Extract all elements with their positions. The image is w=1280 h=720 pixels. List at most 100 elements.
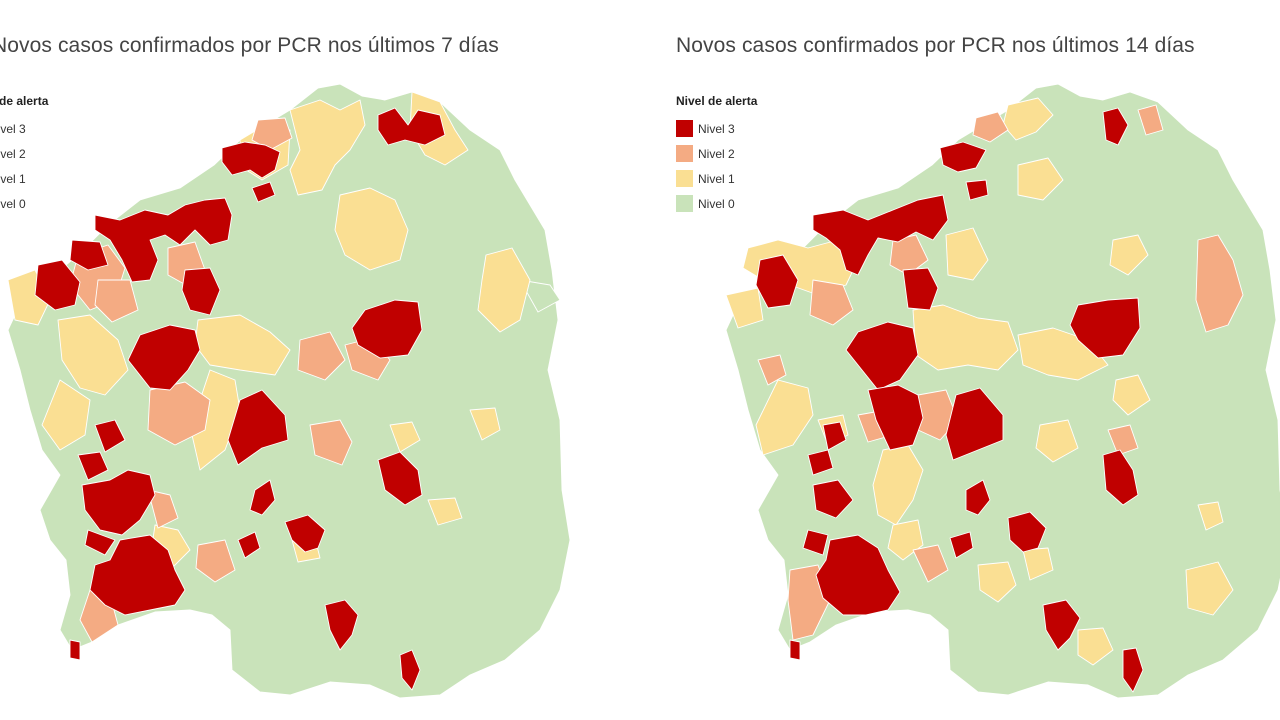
municipality-region[interactable] (725, 287, 764, 329)
municipality-region[interactable] (94, 279, 139, 323)
municipality-region[interactable] (377, 107, 446, 146)
legend-label: Nivel 3 (0, 121, 26, 136)
municipality-region[interactable] (334, 187, 409, 271)
municipality-region[interactable] (1007, 511, 1047, 553)
legend-label: Nivel 1 (698, 171, 735, 186)
municipality-region[interactable] (1022, 547, 1054, 581)
municipality-region[interactable] (127, 324, 201, 391)
municipality-region[interactable] (1195, 234, 1244, 333)
municipality-region[interactable] (237, 531, 261, 559)
municipality-region[interactable] (69, 239, 109, 271)
municipality-region[interactable] (1102, 449, 1139, 506)
municipality-region[interactable] (249, 479, 276, 516)
municipality-region[interactable] (845, 321, 919, 391)
municipality-region[interactable] (945, 227, 989, 281)
municipality-region[interactable] (324, 599, 359, 651)
municipality-region[interactable] (41, 379, 91, 451)
municipality-region[interactable] (965, 179, 989, 201)
municipality-region[interactable] (81, 469, 156, 536)
municipality-region[interactable] (309, 419, 353, 466)
municipality-region[interactable] (477, 247, 531, 333)
map-title: Novos casos confirmados por PCR nos últi… (0, 34, 499, 57)
municipality-region[interactable] (1017, 157, 1064, 201)
municipality-region[interactable] (789, 639, 801, 661)
municipality-region[interactable] (251, 117, 293, 151)
municipality-region[interactable] (1112, 374, 1151, 416)
municipality-region[interactable] (227, 389, 289, 466)
municipality-region[interactable] (89, 534, 186, 616)
municipality-region[interactable] (1035, 419, 1079, 463)
municipality-region[interactable] (945, 387, 1004, 461)
legend-label: Nivel 3 (698, 121, 735, 136)
legend-item-nivel-2: Nivel 2 (0, 141, 48, 166)
municipality-region[interactable] (912, 544, 949, 583)
map-panel-14-days: Novos casos confirmados por PCR nos últi… (640, 0, 1280, 720)
legend-label: Nivel 2 (0, 146, 26, 161)
municipality-region[interactable] (195, 539, 236, 583)
municipality-region[interactable] (147, 381, 211, 446)
municipality-region[interactable] (1185, 561, 1234, 616)
municipality-region[interactable] (77, 451, 109, 481)
municipality-region[interactable] (755, 254, 799, 309)
municipality-region[interactable] (284, 514, 326, 553)
municipality-region[interactable] (1107, 424, 1139, 456)
municipality-region[interactable] (807, 449, 834, 476)
municipality-region[interactable] (912, 304, 1019, 371)
legend-title: Nivel de alerta (676, 94, 758, 108)
municipality-region[interactable] (57, 314, 129, 396)
municipality-region[interactable] (389, 421, 421, 453)
municipality-region[interactable] (972, 111, 1009, 143)
municipality-region[interactable] (1077, 627, 1114, 666)
municipality-region[interactable] (94, 419, 126, 453)
municipality-region[interactable] (399, 649, 421, 691)
municipality-region[interactable] (977, 561, 1017, 603)
municipality-region[interactable] (377, 451, 423, 506)
municipality-region[interactable] (812, 479, 854, 519)
legend-label: Nivel 0 (698, 196, 735, 211)
municipality-region[interactable] (1102, 107, 1129, 146)
municipality-region[interactable] (1197, 501, 1224, 531)
legend-item-nivel-0: Nivel 0 (0, 191, 48, 216)
municipality-region[interactable] (351, 299, 423, 359)
municipality-region[interactable] (1109, 234, 1149, 276)
municipality-region[interactable] (221, 141, 281, 179)
municipality-region[interactable] (34, 259, 81, 311)
municipality-region[interactable] (872, 444, 924, 526)
municipality-region[interactable] (889, 234, 929, 276)
municipality-region[interactable] (757, 354, 787, 386)
legend-swatch-nivel-0 (676, 195, 693, 212)
municipality-region[interactable] (94, 197, 233, 283)
municipality-region[interactable] (251, 181, 276, 203)
municipality-region[interactable] (289, 99, 366, 196)
municipality-region[interactable] (69, 639, 81, 661)
municipality-region[interactable] (427, 497, 463, 526)
municipality-region[interactable] (939, 141, 987, 173)
municipality-region[interactable] (965, 479, 991, 516)
municipality-region[interactable] (469, 407, 501, 441)
municipality-region[interactable] (84, 529, 116, 556)
legend-item-nivel-3: Nivel 3 (676, 116, 757, 141)
municipality-region[interactable] (815, 534, 901, 616)
municipality-region[interactable] (181, 267, 221, 316)
municipality-region[interactable] (867, 384, 924, 451)
legend-item-nivel-1: Nivel 1 (676, 166, 757, 191)
municipality-region[interactable] (949, 531, 974, 559)
municipality-region[interactable] (812, 194, 949, 276)
municipality-region[interactable] (822, 421, 847, 451)
municipality-region[interactable] (1137, 104, 1164, 136)
legend-label: Nivel 0 (0, 196, 26, 211)
municipality-region[interactable] (1069, 297, 1141, 359)
municipality-region[interactable] (147, 489, 179, 529)
municipality-region[interactable] (1042, 599, 1081, 651)
municipality-region[interactable] (809, 279, 854, 326)
municipality-region[interactable] (297, 331, 346, 381)
municipality-region[interactable] (802, 529, 829, 556)
legend-swatch-nivel-2 (676, 145, 693, 162)
municipality-region[interactable] (519, 279, 561, 313)
municipality-region[interactable] (755, 379, 814, 456)
municipality-region[interactable] (194, 314, 291, 376)
municipality-region[interactable] (902, 267, 939, 311)
legend-swatch-nivel-3 (676, 120, 693, 137)
municipality-region[interactable] (1122, 647, 1144, 693)
legend-swatch-nivel-1 (676, 170, 693, 187)
